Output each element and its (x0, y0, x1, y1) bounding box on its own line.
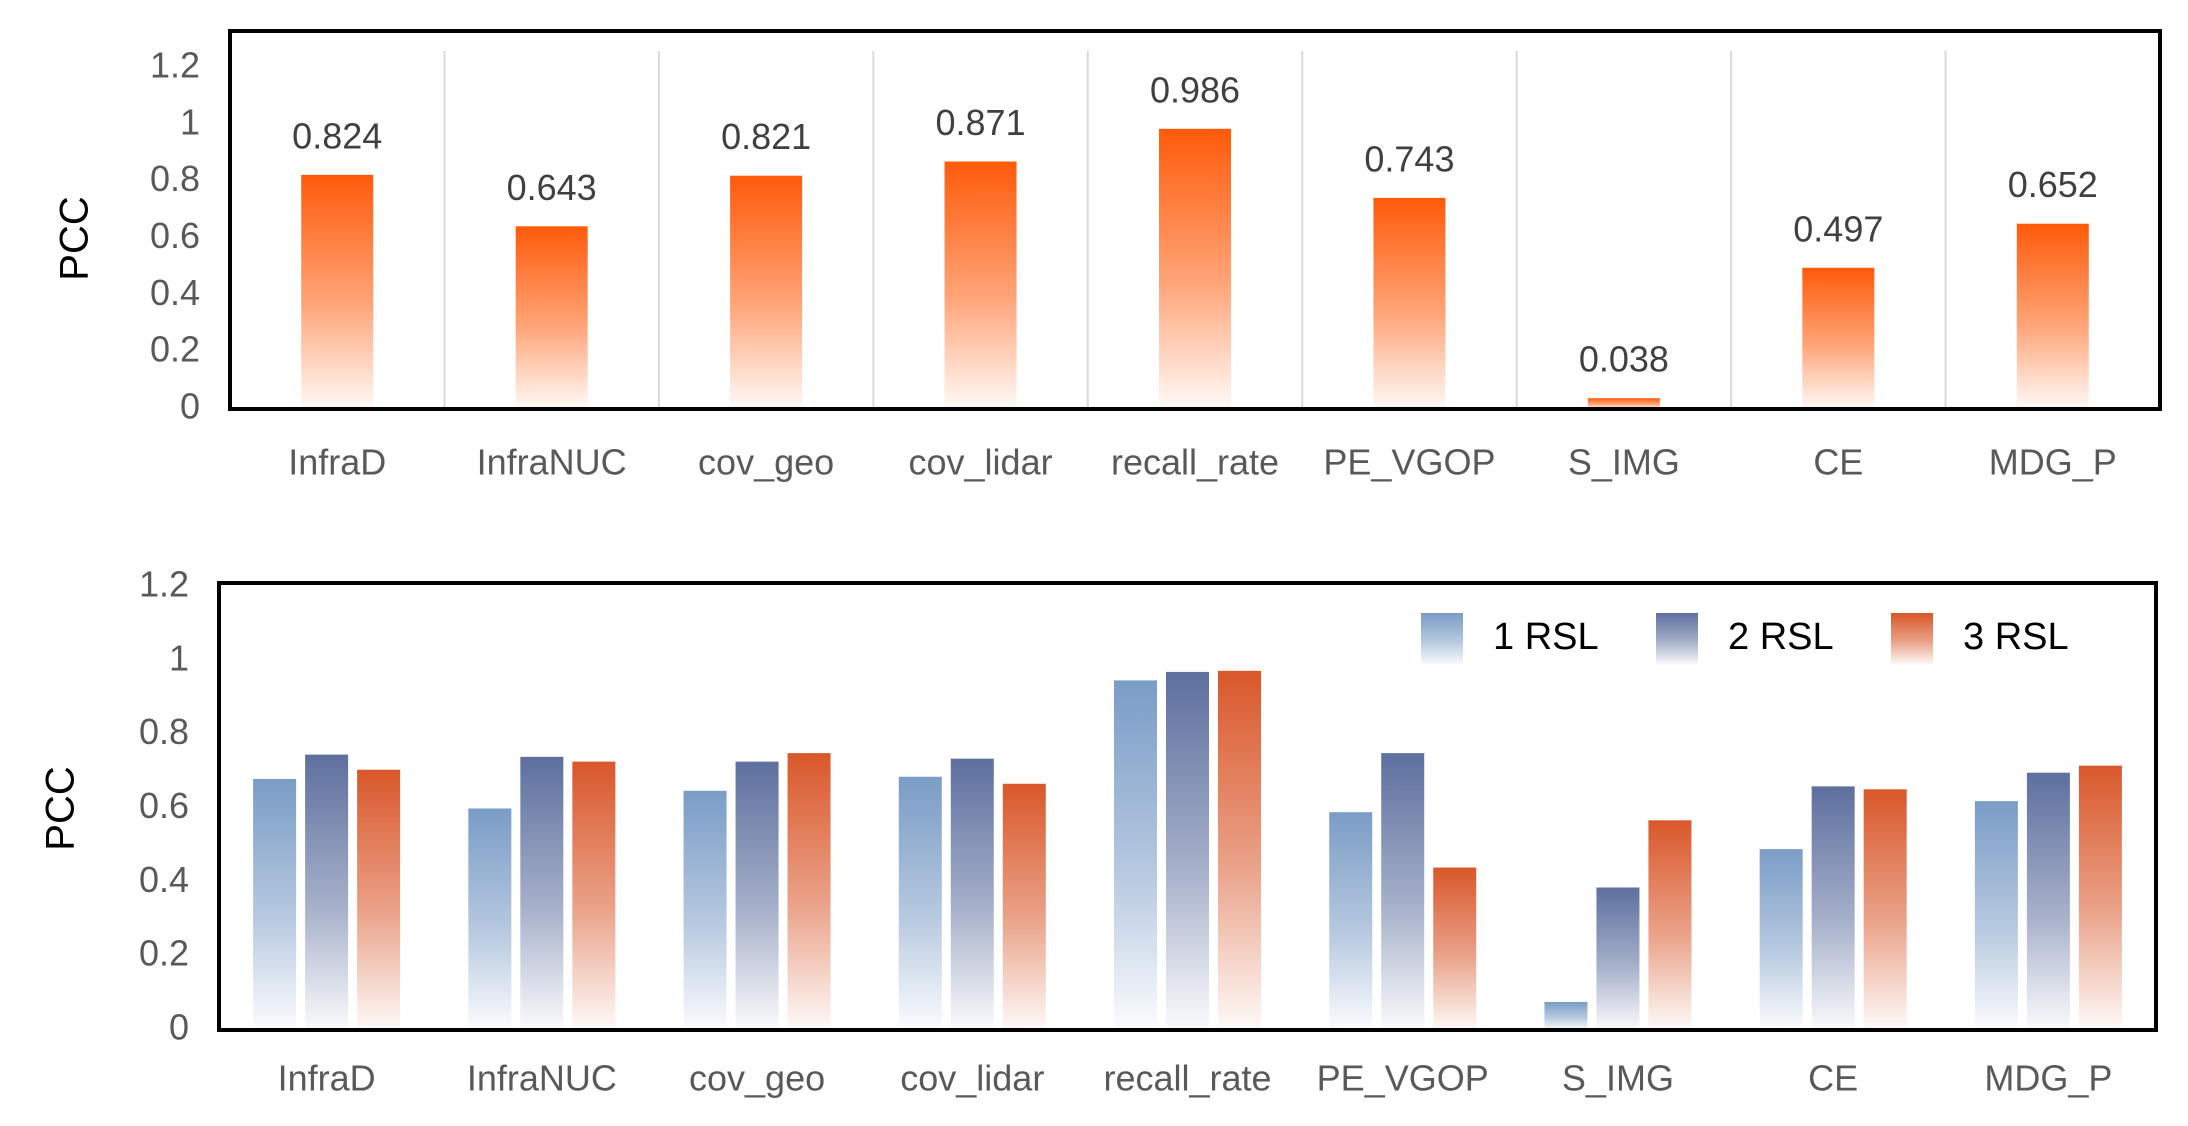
x-tick-label: cov_geo (698, 442, 834, 483)
bar (2016, 223, 2089, 409)
y-axis-label: PCC (39, 766, 83, 850)
x-tick-label: InfraD (288, 442, 386, 483)
x-tick-label: cov_geo (689, 1058, 825, 1099)
x-tick-label: CE (1813, 442, 1863, 483)
bar (1218, 670, 1261, 1030)
x-tick-label: S_IMG (1562, 1058, 1674, 1099)
bar (253, 778, 297, 1030)
y-tick-label: 1 (180, 101, 200, 142)
bar (1166, 671, 1209, 1030)
x-tick-label: recall_rate (1111, 442, 1279, 483)
x-tick-label: PE_VGOP (1323, 442, 1495, 483)
plot-frame (228, 29, 2162, 411)
x-tick-label: cov_lidar (909, 442, 1053, 483)
bar (944, 161, 1017, 409)
legend-swatch (1656, 613, 1698, 665)
y-tick-label: 0.2 (139, 933, 189, 974)
bar (950, 758, 994, 1030)
y-tick-label: 0 (180, 386, 200, 427)
bar (683, 790, 727, 1030)
data-label: 0.821 (721, 116, 811, 157)
x-tick-label: cov_lidar (900, 1058, 1044, 1099)
bar (730, 175, 803, 409)
y-tick-label: 1.2 (139, 564, 189, 605)
y-tick-label: 0.8 (150, 158, 200, 199)
bar (1159, 128, 1231, 410)
bar (2078, 765, 2122, 1030)
y-tick-label: 0.2 (150, 329, 200, 370)
bar (1373, 197, 1446, 409)
y-tick-label: 0.4 (150, 272, 200, 313)
bar (301, 174, 374, 409)
bar (1974, 801, 2018, 1030)
legend-label: 1 RSL (1493, 616, 1599, 658)
y-axis-label: PCC (53, 196, 97, 280)
bar (1114, 680, 1157, 1030)
y-tick-label: 0.6 (139, 785, 189, 826)
bar (1433, 867, 1477, 1030)
plot-frame (217, 581, 2158, 1032)
y-tick-label: 0.4 (139, 859, 189, 900)
data-label: 0.743 (1364, 138, 1454, 179)
y-tick-label: 1.2 (150, 45, 200, 86)
data-label: 0.986 (1150, 69, 1240, 110)
x-tick-label: InfraD (278, 1058, 376, 1099)
data-label: 0.824 (292, 115, 382, 156)
bar (1863, 789, 1907, 1030)
y-tick-label: 0.8 (139, 711, 189, 752)
bar (787, 753, 831, 1030)
bar (515, 226, 588, 409)
x-tick-label: InfraNUC (477, 442, 627, 483)
bar (1002, 783, 1046, 1030)
bar (1802, 267, 1875, 409)
bar (1544, 1001, 1588, 1030)
y-tick-label: 0.6 (150, 215, 200, 256)
bar (1759, 849, 1803, 1030)
x-tick-label: PE_VGOP (1317, 1058, 1489, 1099)
bar (305, 754, 349, 1030)
data-label: 0.643 (507, 167, 597, 208)
data-label: 0.871 (936, 102, 1026, 143)
bar (468, 808, 512, 1030)
bar (357, 769, 401, 1030)
legend-swatch (1421, 613, 1463, 665)
bar (1587, 398, 1660, 409)
data-label: 0.497 (1793, 208, 1883, 249)
x-tick-label: InfraNUC (467, 1058, 617, 1099)
data-label: 0.652 (2008, 164, 2098, 205)
bar (572, 761, 616, 1030)
x-tick-label: CE (1808, 1058, 1858, 1099)
bar (735, 761, 779, 1030)
y-tick-label: 0 (169, 1007, 189, 1048)
bar (1648, 820, 1692, 1030)
bar (1811, 786, 1855, 1030)
legend-label: 3 RSL (1963, 616, 2069, 658)
bar (2026, 772, 2070, 1030)
legend-label: 2 RSL (1728, 616, 1834, 658)
legend-swatch (1891, 613, 1933, 665)
x-tick-label: MDG_P (1989, 442, 2117, 483)
bar (520, 756, 564, 1030)
x-tick-label: S_IMG (1568, 442, 1680, 483)
bar (1381, 753, 1425, 1030)
bar (1329, 812, 1373, 1030)
x-tick-label: MDG_P (1984, 1058, 2112, 1099)
data-label: 0.038 (1579, 339, 1669, 380)
bar (1596, 887, 1640, 1030)
bar (898, 776, 942, 1030)
y-tick-label: 1 (169, 637, 189, 678)
x-tick-label: recall_rate (1103, 1058, 1271, 1099)
